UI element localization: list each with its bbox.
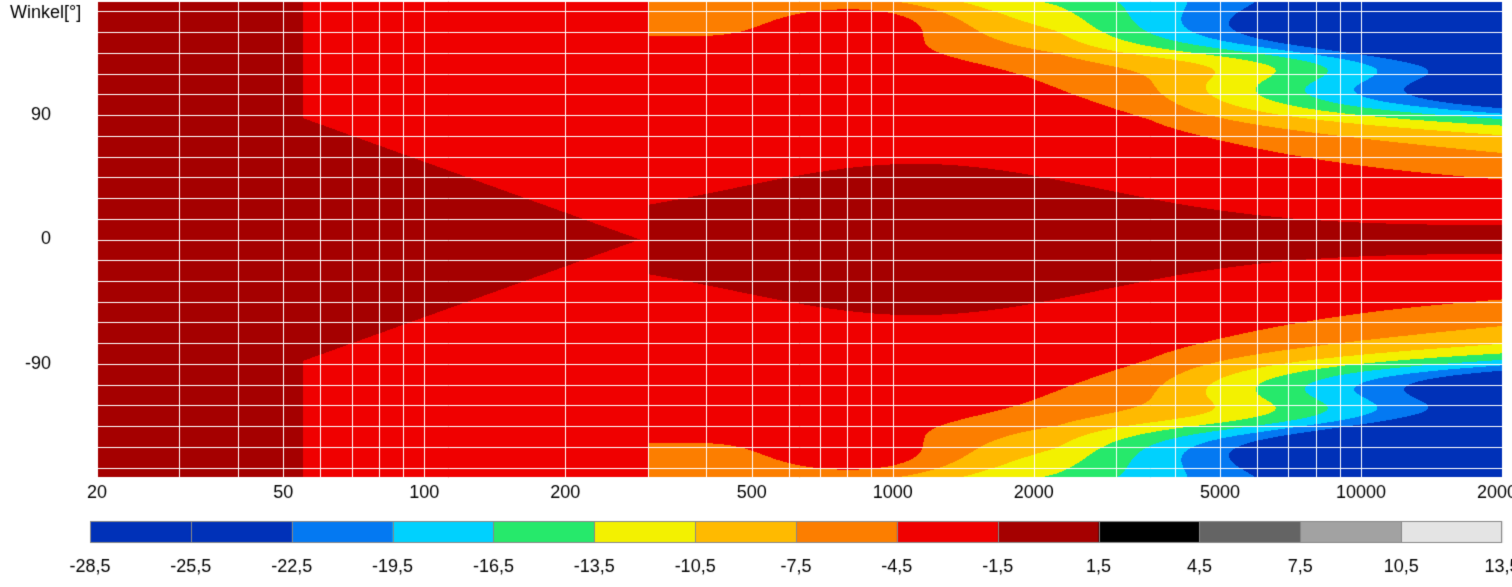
winkel-frequency-heatmap-canvas — [0, 0, 1512, 582]
